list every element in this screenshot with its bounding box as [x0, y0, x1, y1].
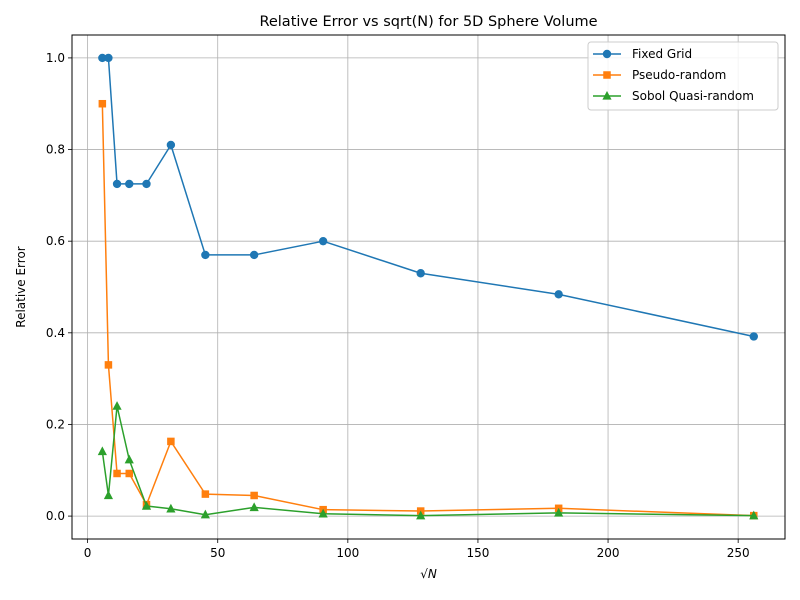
series-fixed-grid — [98, 53, 758, 341]
data-point-sobol-quasi-random — [416, 510, 426, 520]
data-point-fixed-grid — [166, 140, 176, 150]
data-point-pseudo-random — [250, 491, 258, 500]
plot-frame — [71, 34, 786, 540]
data-point-sobol-quasi-random — [249, 502, 259, 512]
x-axis-label: √N — [420, 567, 437, 581]
legend-label: Pseudo-random — [632, 68, 726, 82]
chart-title: Relative Error vs sqrt(N) for 5D Sphere … — [259, 14, 597, 30]
grid-layer — [72, 35, 785, 539]
data-point-sobol-quasi-random — [554, 507, 564, 517]
data-point-fixed-grid — [98, 53, 107, 63]
y-tick-label: 0.6 — [46, 234, 65, 248]
data-point-pseudo-random — [167, 437, 175, 446]
data-point-pseudo-random — [201, 490, 210, 498]
data-point-pseudo-random — [125, 469, 133, 478]
x-tick-label: 150 — [466, 546, 489, 560]
x-tick-label: 200 — [597, 546, 620, 560]
data-point-pseudo-random — [104, 361, 113, 369]
legend: Fixed Grid Pseudo-random Sobol Quasi-rando… — [587, 41, 779, 111]
legend-item-fixed-grid: Fixed Grid — [593, 47, 692, 61]
data-point-sobol-quasi-random — [112, 401, 122, 410]
x-tick-label: 0 — [84, 546, 92, 560]
legend-label: Sobol Quasi-random — [632, 89, 754, 103]
series-line-fixed-grid — [102, 57, 754, 338]
x-tick-label: 50 — [210, 546, 225, 560]
y-axis-label: Relative Error — [14, 246, 28, 328]
series-sobol-quasi-random — [97, 401, 759, 520]
legend-label: Fixed Grid — [632, 47, 692, 61]
x-tick-label: 250 — [727, 546, 750, 560]
data-point-fixed-grid — [749, 332, 758, 341]
tick-layer: 0 50 100 150 200 250 0.0 0.2 0.4 0.6 0.8 1.0 — [46, 51, 750, 560]
data-point-sobol-quasi-random — [103, 490, 114, 500]
data-point-pseudo-random — [98, 99, 107, 108]
y-tick-label: 1.0 — [46, 51, 65, 65]
data-point-sobol-quasi-random — [141, 500, 152, 510]
y-tick-label: 0.0 — [46, 509, 65, 523]
data-point-fixed-grid — [142, 179, 151, 189]
data-point-sobol-quasi-random — [200, 509, 210, 519]
series-line-sobol-quasi-random — [101, 405, 754, 517]
data-point-fixed-grid — [201, 250, 210, 260]
legend-swatch-marker — [603, 71, 611, 79]
x-tick-label: 100 — [336, 546, 359, 560]
legend-item-pseudo-random: Pseudo-random — [593, 68, 726, 82]
data-point-sobol-quasi-random — [166, 503, 176, 513]
legend-swatch-marker — [602, 90, 612, 100]
legend-item-sobol-quasi-random: Sobol Quasi-random — [593, 89, 754, 103]
data-point-sobol-quasi-random — [97, 446, 107, 456]
data-point-sobol-quasi-random — [749, 510, 759, 520]
data-point-fixed-grid — [318, 236, 328, 246]
series-layer — [97, 53, 759, 520]
data-point-sobol-quasi-random — [318, 508, 328, 518]
data-point-fixed-grid — [416, 269, 425, 278]
legend-box — [587, 41, 779, 111]
legend-items: Fixed Grid Pseudo-random Sobol Quasi-rando… — [593, 47, 754, 103]
data-point-fixed-grid — [112, 179, 122, 189]
y-tick-label: 0.4 — [46, 326, 65, 340]
data-point-fixed-grid — [554, 290, 563, 299]
y-tick-label: 0.8 — [46, 143, 65, 157]
series-line-pseudo-random — [101, 103, 754, 517]
data-point-pseudo-random — [113, 469, 121, 478]
data-point-fixed-grid — [125, 179, 134, 189]
data-point-sobol-quasi-random — [124, 454, 134, 464]
data-point-fixed-grid — [104, 53, 113, 63]
data-point-fixed-grid — [249, 250, 259, 260]
legend-swatch-marker — [602, 49, 612, 59]
y-tick-label: 0.2 — [46, 417, 65, 431]
